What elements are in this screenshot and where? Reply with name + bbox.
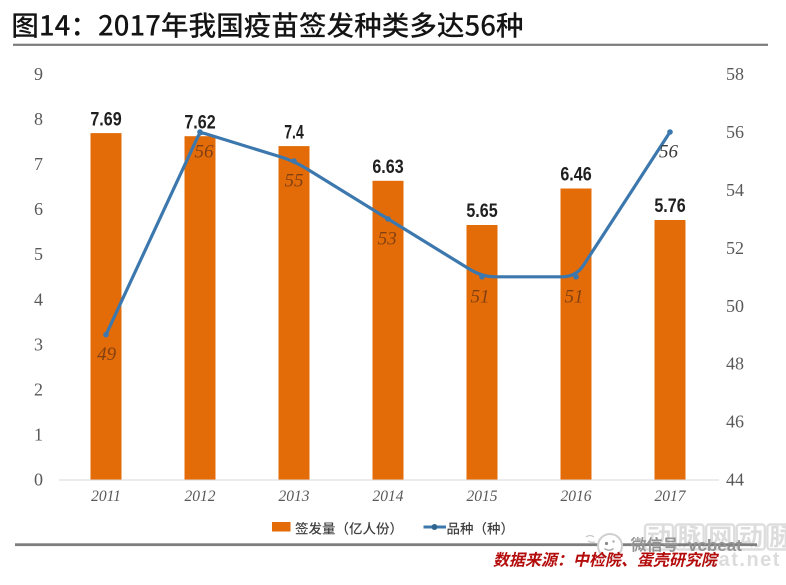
svg-text:56: 56 — [195, 142, 215, 163]
svg-text:50: 50 — [726, 296, 744, 316]
svg-text:8: 8 — [34, 109, 43, 129]
svg-text:6.46: 6.46 — [560, 164, 591, 186]
svg-text:vcbeat: vcbeat — [688, 536, 742, 555]
svg-text:6.63: 6.63 — [372, 156, 403, 178]
svg-text:56: 56 — [659, 142, 679, 163]
svg-text:eat.net: eat.net — [706, 549, 781, 571]
svg-text:3: 3 — [34, 334, 43, 354]
svg-text:53: 53 — [378, 228, 397, 249]
svg-text:5.76: 5.76 — [654, 195, 685, 217]
svg-text:48: 48 — [726, 354, 744, 374]
svg-text:2013: 2013 — [279, 488, 310, 505]
svg-text:4: 4 — [34, 289, 43, 309]
svg-text:6: 6 — [34, 199, 43, 219]
svg-text:5: 5 — [34, 244, 43, 264]
svg-text:52: 52 — [726, 238, 744, 258]
svg-text:2014: 2014 — [373, 488, 404, 505]
svg-text:51: 51 — [565, 286, 584, 307]
svg-text:0: 0 — [34, 470, 43, 490]
svg-text:5.65: 5.65 — [466, 200, 497, 222]
svg-text:44: 44 — [726, 470, 744, 490]
svg-text:2012: 2012 — [185, 488, 216, 505]
svg-text:7: 7 — [34, 154, 43, 174]
svg-text:7.69: 7.69 — [90, 108, 121, 130]
svg-text:1: 1 — [34, 424, 43, 444]
svg-text:46: 46 — [726, 412, 744, 432]
svg-text:2017: 2017 — [655, 488, 687, 505]
svg-text:51: 51 — [471, 286, 490, 307]
svg-text:7.4: 7.4 — [284, 121, 304, 143]
svg-text:55: 55 — [285, 171, 304, 192]
svg-text:2011: 2011 — [91, 488, 121, 505]
svg-text:2016: 2016 — [561, 488, 592, 505]
svg-text:2: 2 — [34, 379, 43, 399]
svg-text:49: 49 — [97, 344, 117, 365]
svg-text:54: 54 — [726, 180, 744, 200]
svg-text:9: 9 — [34, 64, 43, 84]
svg-text:58: 58 — [726, 64, 744, 84]
svg-text:7.62: 7.62 — [184, 111, 215, 133]
svg-text:2015: 2015 — [467, 488, 498, 505]
svg-text:56: 56 — [726, 122, 744, 142]
